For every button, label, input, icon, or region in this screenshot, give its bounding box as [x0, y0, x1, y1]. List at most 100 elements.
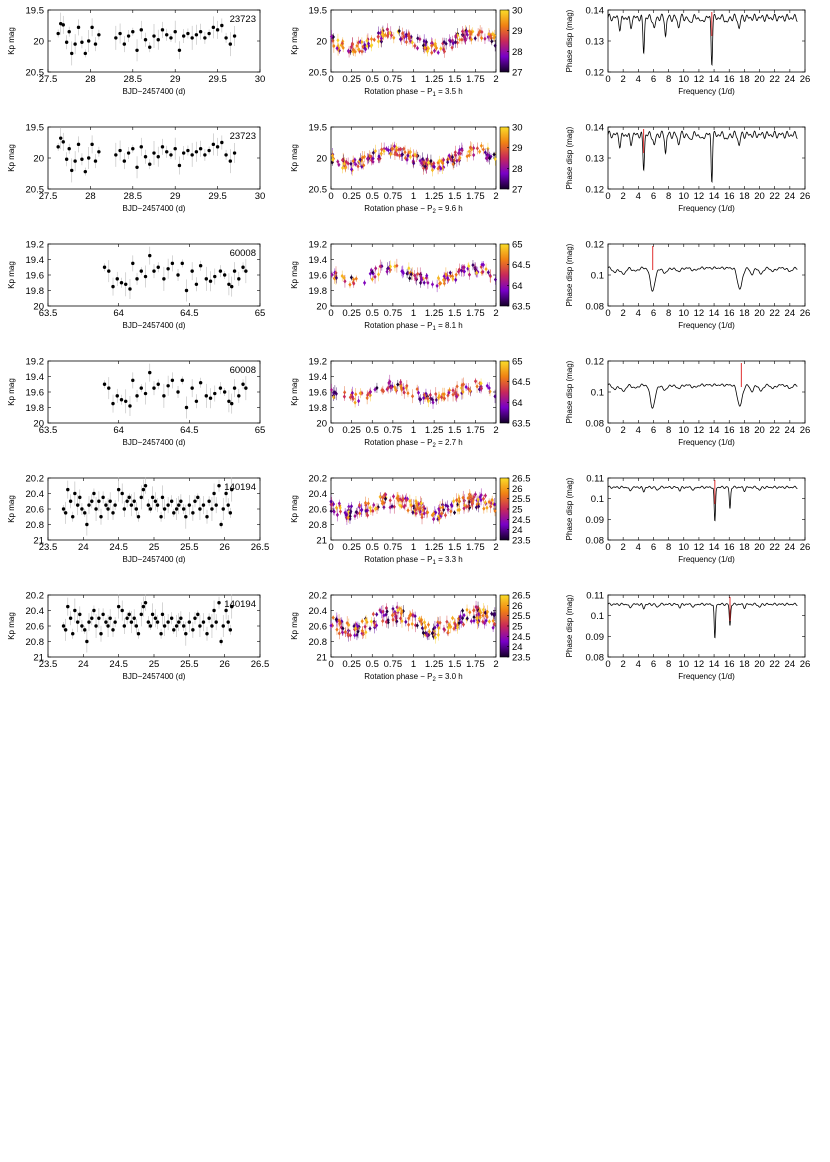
data-point — [406, 622, 411, 627]
data-point — [430, 43, 434, 48]
data-point — [479, 381, 483, 386]
panel-r3c1: 63.5 64 64.5 65 19.2 19.4 19.6 19.8 20 BJD−245740… — [7, 240, 265, 331]
data-point — [430, 282, 435, 287]
y-tick-label: 21 — [316, 653, 327, 664]
data-point — [443, 513, 448, 518]
data-point — [184, 515, 188, 519]
y-tick-label: 19.4 — [309, 255, 328, 266]
data-point — [398, 503, 402, 508]
panel-r5c2: 0 0.25 0.5 0.75 1 1.25 1.5 1.75 2 20.2 20.4 20.6 20.… — [290, 474, 531, 567]
data-point — [350, 394, 355, 399]
data-point — [446, 277, 451, 282]
data-point — [384, 605, 388, 611]
data-point — [207, 616, 211, 620]
data-point — [385, 387, 389, 392]
x-tick-label: 8 — [666, 659, 671, 670]
y-axis-label: Kp mag — [7, 378, 16, 406]
data-point — [111, 511, 115, 515]
data-point — [156, 382, 160, 386]
panel-r1c2: 0 0.25 0.5 0.75 1 1.25 1.5 1.75 2 19.5 20 20.5 Rotat… — [290, 6, 523, 99]
data-point — [400, 497, 404, 503]
data-point — [422, 395, 426, 401]
data-point — [362, 163, 366, 168]
data-point — [484, 618, 488, 623]
data-point — [173, 30, 177, 34]
data-point — [152, 269, 156, 273]
data-point — [411, 510, 415, 515]
x-tick-label: 0 — [328, 74, 333, 85]
data-point — [371, 150, 375, 156]
object-id-label: 23723 — [230, 14, 256, 25]
data-point — [228, 511, 233, 515]
data-point — [490, 39, 494, 44]
x-tick-label: 22 — [769, 308, 780, 319]
data-point — [475, 270, 479, 276]
x-tick-label: 18 — [739, 191, 750, 202]
x-tick-label: 14 — [709, 542, 720, 553]
data-point — [371, 508, 375, 514]
data-point — [134, 624, 139, 628]
x-tick-label: 2 — [493, 425, 498, 436]
data-point — [422, 280, 426, 285]
data-point — [232, 269, 237, 273]
data-point — [394, 148, 399, 153]
data-point — [476, 497, 480, 502]
data-point — [339, 43, 343, 48]
x-tick-label: 18 — [739, 74, 750, 85]
colorbar-tick-label: 25 — [512, 622, 523, 633]
data-point — [482, 506, 486, 511]
x-tick-label: 14 — [709, 74, 720, 85]
data-point — [389, 152, 393, 157]
data-point — [169, 153, 173, 157]
data-point — [63, 628, 68, 632]
data-point — [415, 623, 419, 628]
x-tick-label: 4 — [636, 308, 641, 319]
data-point — [449, 502, 453, 508]
data-point — [493, 508, 497, 514]
data-point — [368, 271, 372, 276]
data-point — [104, 620, 108, 624]
colorbar-tick-label: 30 — [512, 6, 523, 17]
data-point — [413, 152, 417, 157]
data-point — [388, 498, 392, 503]
data-point — [143, 274, 148, 279]
data-point — [419, 618, 423, 624]
data-point — [360, 619, 364, 624]
x-tick-label: 2 — [493, 542, 498, 553]
data-point — [210, 624, 214, 628]
x-tick-label: 0 — [328, 659, 333, 670]
x-axis-label: Frequency (1/d) — [678, 672, 735, 681]
data-point — [177, 503, 181, 507]
data-point — [370, 42, 374, 48]
data-point — [467, 263, 471, 269]
data-point — [220, 140, 224, 145]
data-point — [196, 495, 200, 500]
x-tick-label: 6 — [651, 74, 656, 85]
data-point — [76, 142, 81, 147]
data-point — [462, 506, 466, 511]
data-point — [493, 611, 497, 617]
data-point — [475, 502, 479, 507]
x-tick-label: 4 — [636, 191, 641, 202]
data-point — [400, 152, 405, 157]
x-tick-label: 6 — [651, 542, 656, 553]
data-point — [221, 507, 225, 511]
data-point — [131, 261, 135, 266]
colorbar-tick-label: 64 — [512, 398, 523, 409]
data-point — [338, 509, 343, 514]
data-point — [460, 382, 464, 388]
data-point — [375, 612, 379, 617]
x-tick-label: 10 — [678, 542, 689, 553]
y-tick-label: 19.2 — [309, 240, 328, 251]
data-point — [447, 153, 451, 158]
data-point — [383, 496, 388, 501]
data-point — [388, 379, 392, 384]
data-point — [329, 34, 334, 39]
x-axis-label: BJD−2457400 (d) — [123, 204, 186, 213]
x-tick-label: 12 — [694, 308, 705, 319]
data-point — [329, 508, 333, 514]
data-point — [219, 522, 223, 527]
data-point — [418, 509, 422, 515]
data-point — [393, 611, 397, 616]
data-point — [493, 33, 497, 38]
